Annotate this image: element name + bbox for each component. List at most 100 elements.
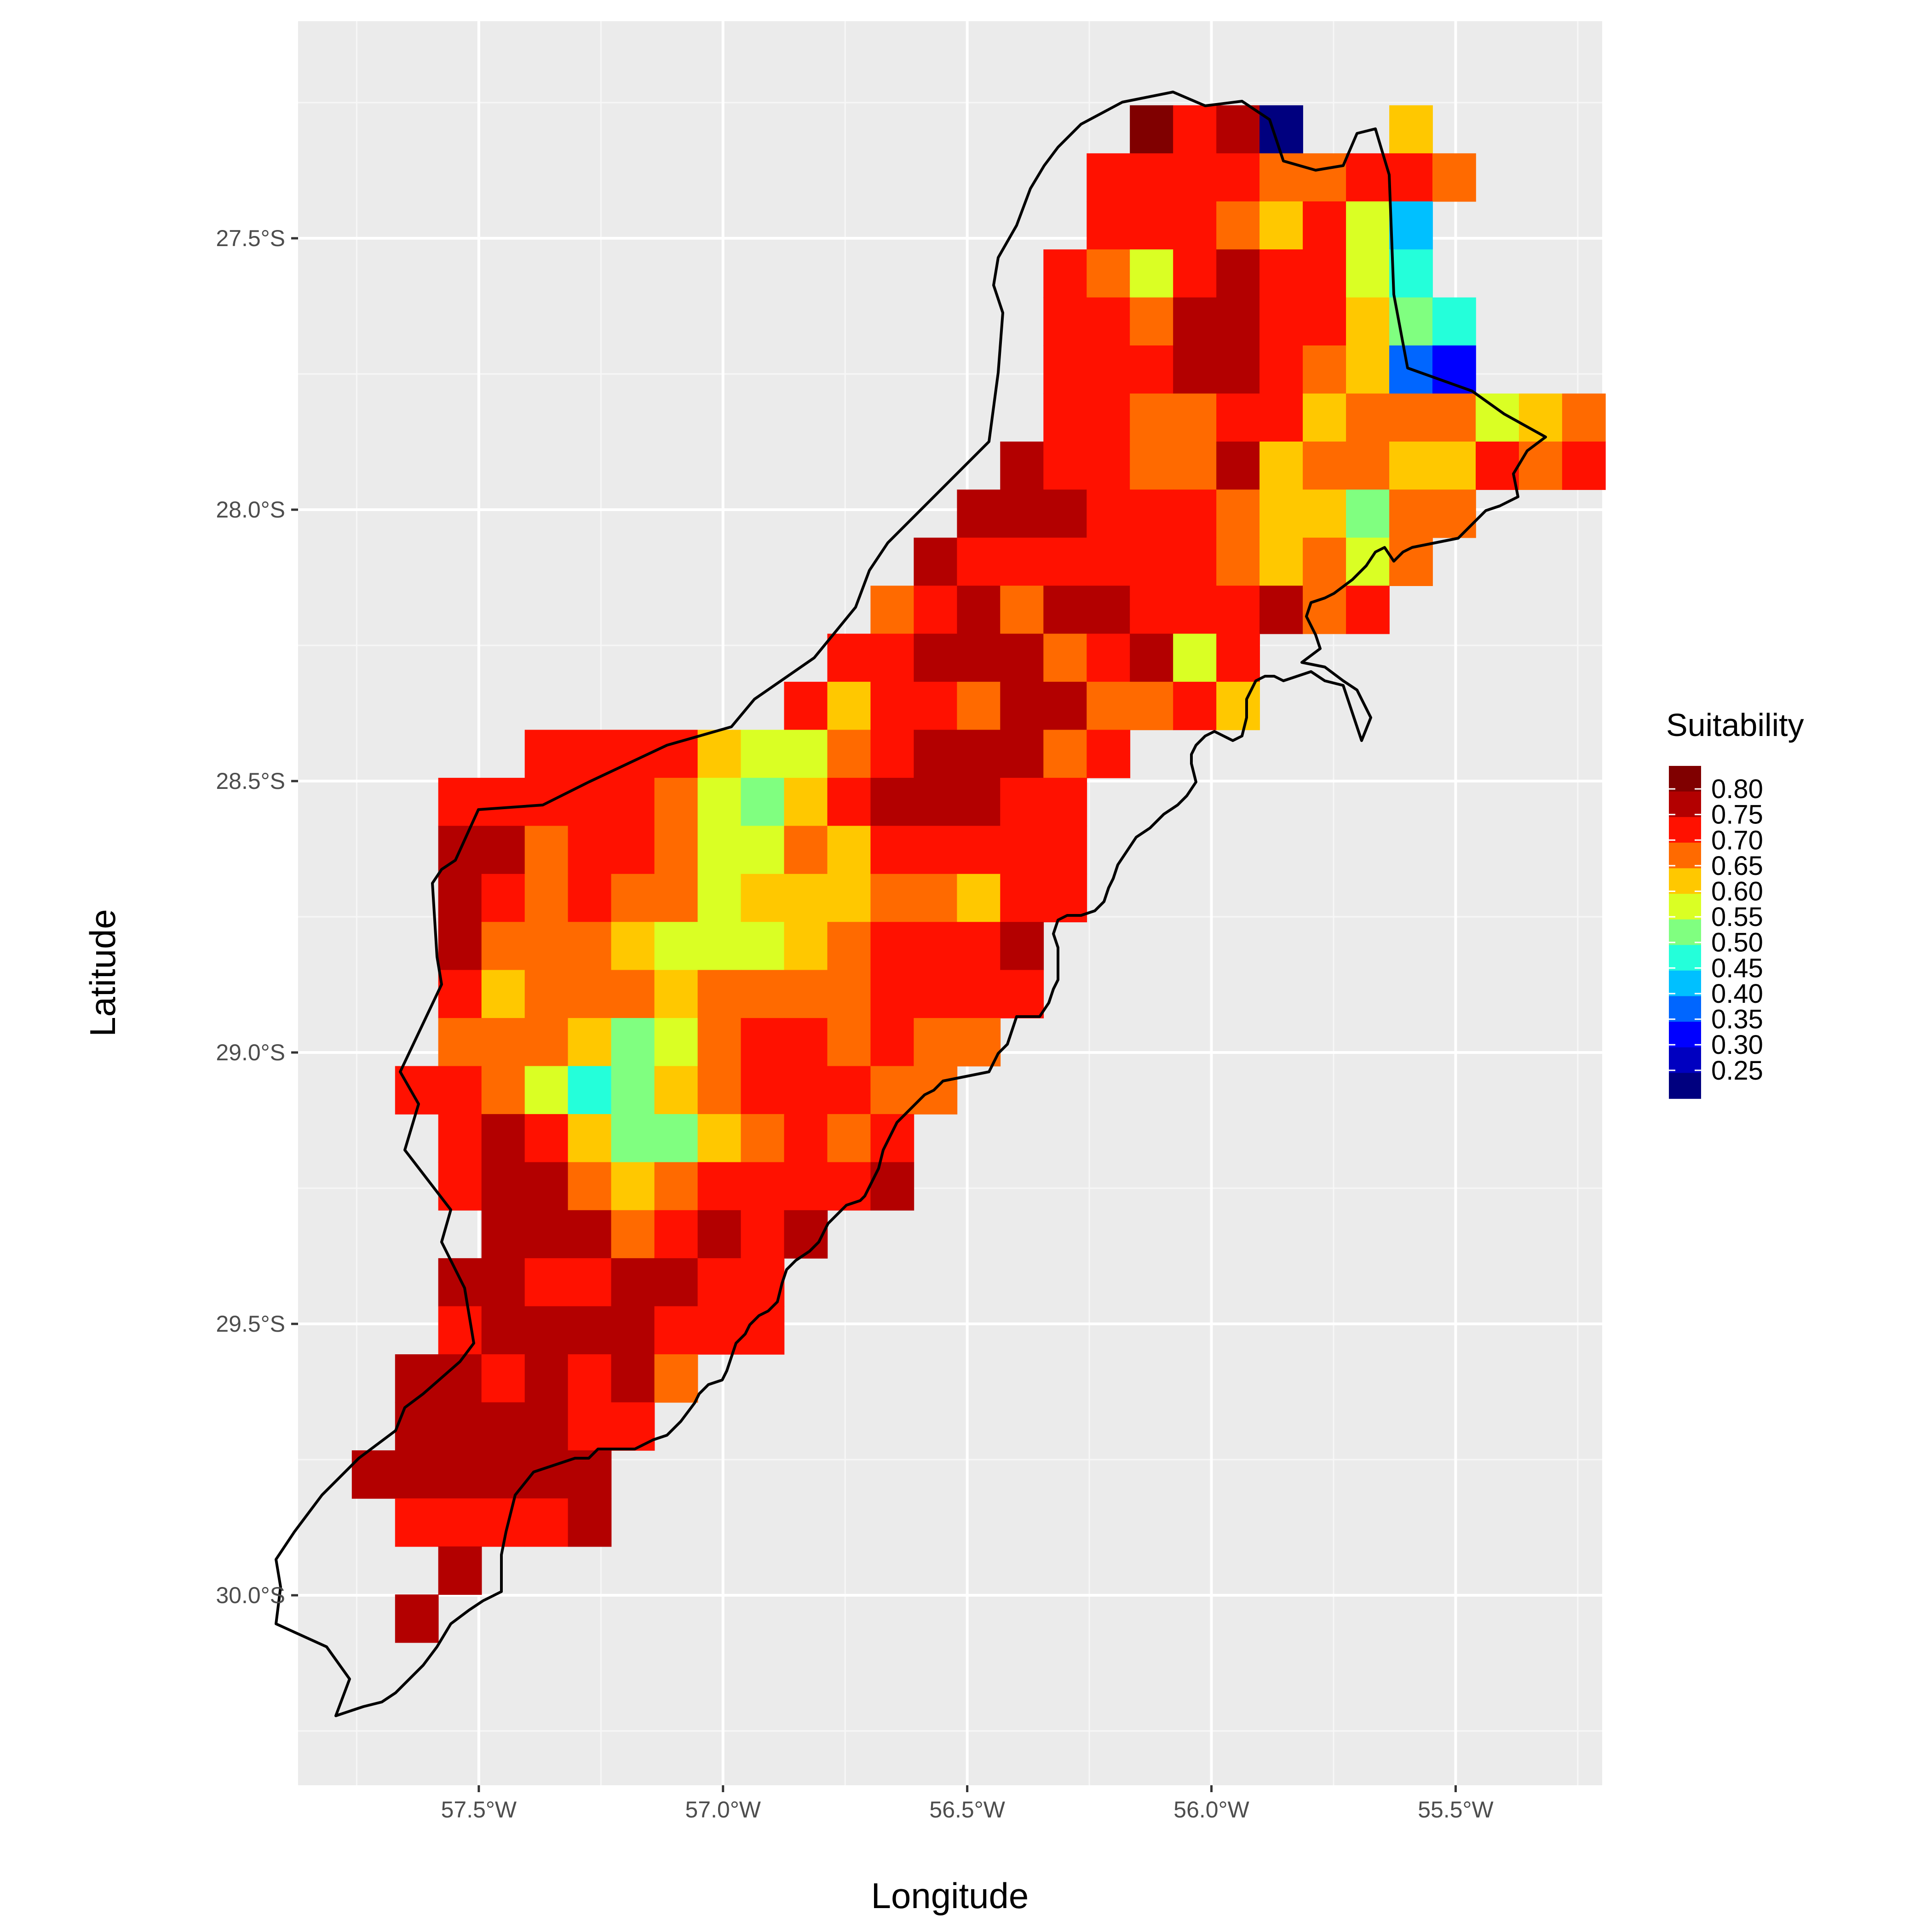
suitability-cell bbox=[1216, 441, 1260, 490]
legend-color-swatch bbox=[1669, 868, 1701, 894]
suitability-cell bbox=[784, 826, 828, 874]
suitability-cell bbox=[654, 826, 698, 874]
suitability-cell bbox=[1173, 297, 1217, 346]
suitability-cell bbox=[1389, 441, 1433, 490]
suitability-cell bbox=[1000, 874, 1044, 922]
suitability-cell bbox=[1043, 489, 1087, 538]
suitability-cell bbox=[1087, 201, 1131, 250]
suitability-cell bbox=[1043, 441, 1087, 490]
suitability-cell bbox=[1346, 586, 1390, 634]
legend-label: 0.55 bbox=[1711, 902, 1763, 932]
suitability-cell bbox=[481, 1018, 525, 1067]
suitability-cell bbox=[870, 777, 914, 827]
suitability-cell bbox=[524, 970, 569, 1018]
suitability-cell bbox=[741, 1114, 785, 1163]
suitability-cell bbox=[827, 633, 871, 682]
suitability-cell bbox=[870, 1066, 914, 1115]
suitability-cell bbox=[438, 1450, 482, 1499]
suitability-cell bbox=[611, 874, 655, 922]
suitability-cell bbox=[1346, 489, 1390, 538]
suitability-cell bbox=[1303, 393, 1346, 442]
suitability-cell bbox=[697, 1210, 742, 1259]
suitability-cell bbox=[1130, 105, 1173, 154]
suitability-cell bbox=[1389, 105, 1433, 154]
suitability-cell bbox=[1562, 393, 1606, 442]
suitability-cell bbox=[395, 1498, 439, 1547]
suitability-cell bbox=[1562, 441, 1606, 490]
suitability-cell bbox=[741, 1210, 785, 1259]
suitability-cell bbox=[784, 922, 828, 971]
suitability-cell bbox=[1043, 249, 1087, 298]
suitability-cell bbox=[784, 1066, 828, 1115]
suitability-cell bbox=[1173, 441, 1217, 490]
x-tick-label: 57.0°W bbox=[685, 1797, 761, 1823]
suitability-cell bbox=[568, 1114, 612, 1163]
suitability-cell bbox=[870, 922, 914, 971]
suitability-cell bbox=[1389, 489, 1433, 538]
suitability-cell bbox=[957, 682, 1001, 730]
legend-label: 0.35 bbox=[1711, 1005, 1763, 1035]
suitability-cell bbox=[568, 1018, 612, 1067]
suitability-cell bbox=[827, 1162, 871, 1211]
suitability-cell bbox=[654, 1210, 698, 1259]
suitability-cell bbox=[914, 682, 958, 730]
suitability-cell bbox=[1043, 633, 1087, 682]
legend-color-swatch bbox=[1669, 945, 1701, 971]
suitability-cell bbox=[654, 1018, 698, 1067]
suitability-cell bbox=[568, 1258, 612, 1307]
suitability-cell bbox=[1259, 586, 1303, 634]
suitability-cell bbox=[524, 730, 569, 778]
suitability-cell bbox=[438, 1402, 482, 1451]
suitability-cell bbox=[827, 826, 871, 874]
suitability-cell bbox=[741, 1066, 785, 1115]
suitability-cell bbox=[1259, 201, 1303, 250]
legend-title: Suitability bbox=[1666, 707, 1804, 743]
suitability-cell bbox=[870, 1018, 914, 1067]
suitability-cell bbox=[741, 874, 785, 922]
y-axis-ticks: 27.5°S 28.0°S 28.5°S 29.0°S 29.5°S 30.0°S bbox=[216, 225, 298, 1608]
suitability-cell bbox=[611, 1306, 655, 1355]
suitability-cell bbox=[524, 874, 569, 922]
suitability-cell bbox=[1346, 201, 1390, 250]
suitability-cell bbox=[568, 777, 612, 827]
suitability-cell bbox=[524, 1018, 569, 1067]
suitability-cell bbox=[438, 1258, 482, 1307]
suitability-cell bbox=[611, 1258, 655, 1307]
legend-label: 0.65 bbox=[1711, 851, 1763, 881]
suitability-cells bbox=[351, 105, 1606, 1643]
suitability-cell bbox=[1130, 297, 1173, 346]
suitability-cell bbox=[784, 970, 828, 1018]
suitability-cell bbox=[697, 1114, 742, 1163]
suitability-cell bbox=[1087, 633, 1131, 682]
suitability-cell bbox=[524, 1402, 569, 1451]
suitability-cell bbox=[741, 922, 785, 971]
suitability-cell bbox=[438, 1114, 482, 1163]
suitability-cell bbox=[1346, 345, 1390, 394]
suitability-cell bbox=[1432, 441, 1476, 490]
suitability-cell bbox=[395, 1594, 439, 1643]
suitability-cell bbox=[1259, 105, 1303, 154]
suitability-cell bbox=[654, 1306, 698, 1355]
suitability-cell bbox=[438, 874, 482, 922]
suitability-cell bbox=[611, 970, 655, 1018]
legend-label: 0.25 bbox=[1711, 1056, 1763, 1086]
suitability-cell bbox=[827, 874, 871, 922]
suitability-cell bbox=[1259, 297, 1303, 346]
legend-label: 0.60 bbox=[1711, 877, 1763, 907]
suitability-cell bbox=[1043, 730, 1087, 778]
suitability-cell bbox=[957, 777, 1001, 827]
suitability-cell bbox=[1259, 153, 1303, 202]
suitability-cell bbox=[524, 1210, 569, 1259]
y-tick-label: 28.0°S bbox=[216, 497, 285, 523]
legend-label: 0.40 bbox=[1711, 979, 1763, 1009]
legend-label: 0.70 bbox=[1711, 825, 1763, 855]
suitability-cell bbox=[611, 1066, 655, 1115]
suitability-cell bbox=[1432, 345, 1476, 394]
suitability-cell bbox=[1000, 826, 1044, 874]
suitability-cell bbox=[481, 826, 525, 874]
suitability-cell bbox=[1432, 153, 1476, 202]
y-tick-label: 27.5°S bbox=[216, 225, 285, 251]
suitability-cell bbox=[1259, 489, 1303, 538]
suitability-cell bbox=[957, 874, 1001, 922]
suitability-cell bbox=[957, 922, 1001, 971]
